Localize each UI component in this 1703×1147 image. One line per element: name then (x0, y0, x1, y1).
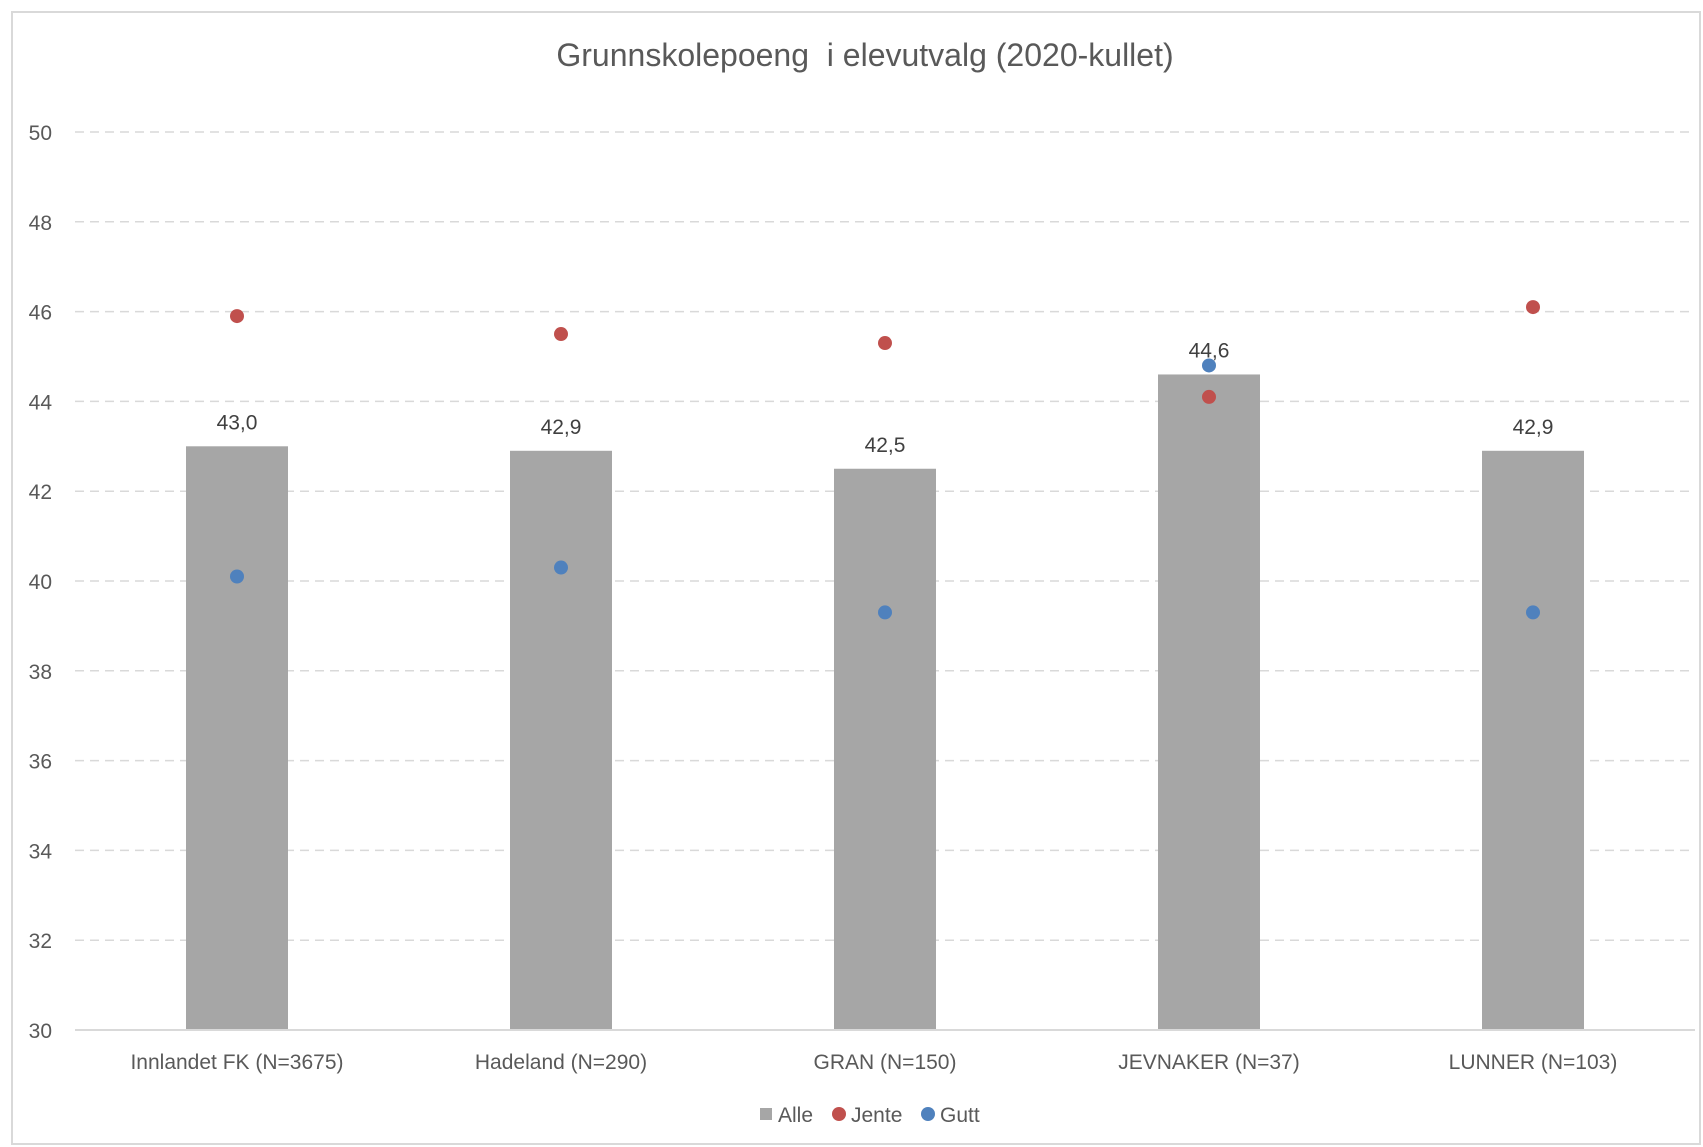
data-label: 43,0 (217, 411, 258, 434)
y-tick-label: 34 (29, 840, 53, 863)
legend-swatch (760, 1108, 772, 1120)
point-gutt (554, 560, 568, 575)
data-label: 42,9 (541, 416, 582, 439)
legend-label: Jente (851, 1104, 902, 1127)
bar-alle (186, 446, 288, 1030)
legend-item-jente: Jente (832, 1104, 902, 1127)
y-tick-label: 30 (29, 1020, 52, 1043)
y-tick-label: 48 (29, 212, 52, 235)
legend: Alle Jente Gutt (760, 1104, 980, 1127)
x-category-label: LUNNER (N=103) (1449, 1051, 1618, 1074)
bar-alle (510, 450, 612, 1030)
legend-label: Gutt (940, 1104, 980, 1127)
legend-label: Alle (778, 1104, 813, 1127)
x-category-label: JEVNAKER (N=37) (1118, 1051, 1299, 1074)
points (230, 300, 1540, 620)
data-label: 42,5 (865, 434, 906, 457)
legend-swatch (832, 1107, 846, 1121)
point-jente (554, 327, 568, 342)
gridlines (75, 131, 1695, 941)
point-gutt (230, 569, 244, 584)
bars (186, 374, 1584, 1031)
bar-alle (834, 468, 936, 1030)
point-gutt (1202, 358, 1216, 373)
point-jente (878, 336, 892, 351)
legend-swatch (921, 1107, 935, 1121)
x-category-label: Innlandet FK (N=3675) (130, 1051, 343, 1074)
y-tick-label: 38 (29, 661, 52, 684)
bar-alle (1482, 450, 1584, 1030)
x-category-label: GRAN (N=150) (814, 1051, 957, 1074)
chart-title: Grunnskolepoeng i elevutvalg (2020-kulle… (556, 37, 1173, 73)
y-axis-ticks: 30 32 34 36 38 40 42 44 46 48 50 (29, 122, 53, 1043)
point-jente (230, 309, 244, 324)
data-label: 42,9 (1513, 416, 1554, 439)
point-gutt (878, 605, 892, 620)
x-axis-categories: Innlandet FK (N=3675) Hadeland (N=290) GRA… (130, 1051, 1617, 1074)
bar-alle (1158, 374, 1260, 1031)
y-tick-label: 46 (29, 302, 52, 325)
point-jente (1202, 389, 1216, 404)
point-jente (1526, 300, 1540, 315)
x-category-label: Hadeland (N=290) (475, 1051, 647, 1074)
legend-item-alle: Alle (760, 1104, 813, 1127)
y-tick-label: 32 (29, 930, 52, 953)
y-tick-label: 50 (29, 122, 52, 145)
y-tick-label: 42 (29, 481, 52, 504)
y-tick-label: 36 (29, 751, 52, 774)
y-tick-label: 40 (29, 571, 52, 594)
data-label: 44,6 (1189, 339, 1230, 362)
legend-item-gutt: Gutt (921, 1104, 980, 1127)
point-gutt (1526, 605, 1540, 620)
y-tick-label: 44 (29, 391, 53, 414)
data-labels: 43,0 42,9 42,5 44,6 42,9 (217, 339, 1554, 456)
